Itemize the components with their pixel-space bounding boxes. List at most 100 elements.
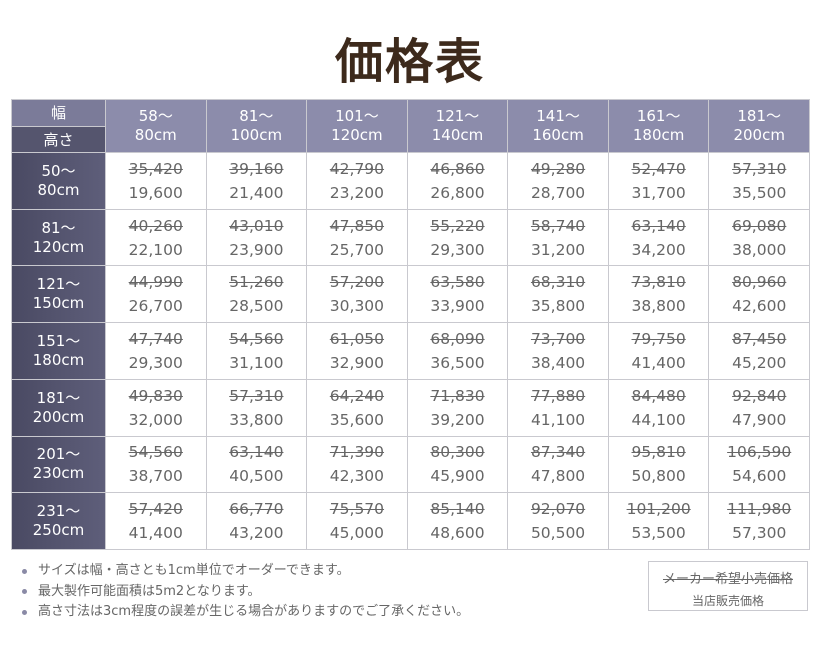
price-table: 幅 高さ 58〜 80cm 81〜 100cm 101〜 120cm 121〜 140cm 14…	[11, 99, 810, 550]
original-price: 47,850	[329, 216, 385, 235]
price-cell: 80,960 42,600	[709, 266, 809, 323]
column-range-from: 121〜	[435, 107, 480, 125]
column-header: 121〜 140cm	[407, 100, 508, 152]
original-price: 80,300	[430, 443, 485, 462]
sale-price: 26,800	[430, 183, 485, 202]
sale-price: 53,500	[631, 524, 686, 543]
column-header: 58〜 80cm	[106, 100, 206, 152]
price-cell: 49,830 32,000	[106, 379, 206, 436]
sale-price: 26,700	[128, 297, 183, 316]
sale-price: 38,400	[530, 353, 586, 372]
row-header: 121〜 150cm	[12, 266, 105, 323]
sale-price: 47,800	[530, 467, 586, 486]
row-range-to: 180cm	[32, 350, 85, 369]
price-cell: 47,740 29,300	[106, 323, 206, 379]
original-price: 71,830	[430, 386, 485, 405]
original-price: 73,700	[530, 329, 586, 348]
bullet-icon	[22, 568, 27, 574]
price-cell: 46,860 26,800	[407, 153, 508, 209]
column-header: 101〜 120cm	[307, 100, 407, 152]
price-cell: 101,200 53,500	[608, 493, 709, 549]
sale-price: 23,200	[329, 183, 385, 202]
row-range-from: 181〜	[36, 388, 81, 407]
bullet-icon	[22, 609, 27, 615]
original-price: 51,260	[229, 273, 284, 292]
price-cell: 92,070 50,500	[508, 493, 608, 549]
sale-price: 29,300	[430, 240, 485, 259]
price-cell: 58,740 31,200	[508, 209, 608, 266]
sale-price: 31,200	[530, 240, 586, 259]
original-price: 79,750	[631, 329, 686, 348]
original-price: 39,160	[229, 159, 284, 178]
column-range-to: 160cm	[532, 126, 584, 144]
original-price: 71,390	[329, 443, 385, 462]
sale-price: 28,500	[229, 297, 284, 316]
row-range-to: 250cm	[32, 521, 85, 540]
sale-price: 47,900	[732, 410, 787, 429]
note-item: 高さ寸法は3cm程度の誤差が生じる場合がありますのでご了承ください。	[22, 602, 469, 623]
sale-price: 19,600	[128, 183, 183, 202]
sale-price: 41,400	[631, 353, 686, 372]
row-range-to: 230cm	[32, 464, 85, 483]
price-cell: 43,010 23,900	[206, 209, 307, 266]
original-price: 47,740	[128, 329, 183, 348]
width-label: 幅	[12, 100, 105, 126]
sale-price: 45,000	[329, 524, 385, 543]
price-cell: 79,750 41,400	[608, 323, 709, 379]
sale-price: 32,000	[128, 410, 183, 429]
column-range-to: 100cm	[230, 126, 283, 144]
price-cell: 54,560 31,100	[206, 323, 307, 379]
column-range-to: 120cm	[331, 126, 383, 144]
price-cell: 51,260 28,500	[206, 266, 307, 323]
sale-price: 41,400	[128, 524, 183, 543]
price-cell: 44,990 26,700	[106, 266, 206, 323]
price-cell: 40,260 22,100	[106, 209, 206, 266]
original-price: 75,570	[329, 500, 385, 519]
note-text: サイズは幅・高さとも1cm単位でオーダーできます。	[38, 563, 350, 578]
original-price: 69,080	[732, 216, 787, 235]
sale-price: 31,100	[229, 353, 284, 372]
column-range-from: 161〜	[636, 107, 681, 125]
original-price: 77,880	[530, 386, 586, 405]
sale-price: 30,300	[329, 297, 385, 316]
column-header: 81〜 100cm	[206, 100, 307, 152]
sale-price: 54,600	[732, 467, 787, 486]
original-price: 63,140	[229, 443, 284, 462]
legend-sale-price: 当店販売価格	[691, 594, 764, 608]
sale-price: 25,700	[329, 240, 385, 259]
original-price: 80,960	[732, 273, 787, 292]
original-price: 85,140	[430, 500, 485, 519]
original-price: 44,990	[128, 273, 183, 292]
price-cell: 52,470 31,700	[608, 153, 709, 209]
original-price: 106,590	[727, 443, 792, 462]
column-range-from: 141〜	[536, 107, 580, 125]
column-range-from: 58〜	[138, 107, 173, 125]
original-price: 68,090	[430, 329, 485, 348]
sale-price: 21,400	[229, 183, 284, 202]
original-price: 92,070	[530, 500, 586, 519]
row-range-to: 120cm	[32, 237, 85, 256]
row-header: 50〜 80cm	[12, 153, 105, 209]
price-cell: 57,200 30,300	[307, 266, 407, 323]
note-text: 最大製作可能面積は5m2となります。	[38, 583, 261, 599]
row-range-from: 50〜	[41, 161, 76, 180]
sale-price: 57,300	[732, 524, 787, 543]
row-range-from: 151〜	[36, 331, 81, 350]
sale-price: 34,200	[631, 240, 686, 259]
bullet-icon	[22, 589, 27, 595]
original-price: 87,450	[732, 329, 787, 348]
price-cell: 61,050 32,900	[307, 323, 407, 379]
sale-price: 38,700	[128, 467, 183, 486]
column-range-from: 101〜	[335, 107, 379, 125]
original-price: 73,810	[631, 273, 686, 292]
height-label: 高さ	[12, 126, 105, 152]
sale-price: 45,900	[430, 467, 485, 486]
price-cell: 68,090 36,500	[407, 323, 508, 379]
sale-price: 40,500	[229, 467, 284, 486]
original-price: 57,200	[329, 273, 385, 292]
row-range-to: 200cm	[32, 407, 85, 426]
price-cell: 42,790 23,200	[307, 153, 407, 209]
original-price: 49,830	[128, 386, 183, 405]
sale-price: 35,600	[329, 410, 385, 429]
original-price: 63,140	[631, 216, 686, 235]
